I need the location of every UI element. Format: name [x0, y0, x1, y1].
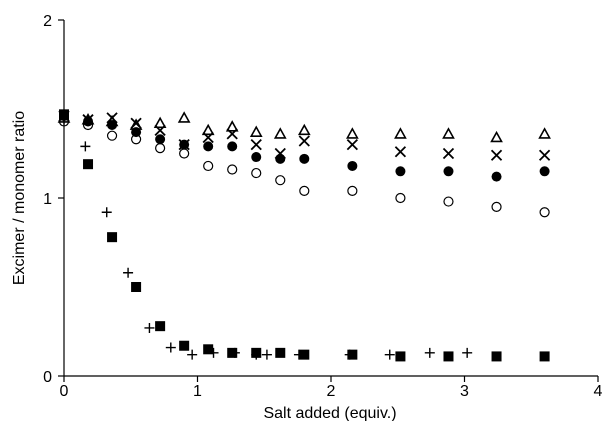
data-point [101, 207, 112, 218]
x-tick-label: 1 [193, 383, 202, 400]
data-point [346, 127, 359, 139]
data-point [275, 347, 286, 358]
data-point [201, 123, 215, 136]
plot-area [63, 20, 598, 377]
data-point [155, 321, 166, 332]
series-circle-filled [59, 111, 550, 182]
data-point [298, 135, 310, 147]
data-point [442, 127, 455, 139]
axis-ticks: 0 1 2 3 4 0 1 2 [43, 13, 602, 400]
data-point [275, 153, 286, 164]
data-point [347, 160, 358, 171]
data-point [203, 344, 214, 355]
data-point [297, 123, 311, 136]
data-point [131, 127, 142, 138]
series-square-filled [59, 109, 550, 362]
data-point [443, 196, 454, 207]
data-point [347, 349, 358, 360]
series-circle-open [58, 116, 550, 218]
data-point [187, 349, 198, 360]
data-point [275, 175, 286, 186]
data-point [346, 138, 358, 151]
data-point [442, 147, 455, 160]
data-point [261, 349, 272, 360]
data-point [131, 282, 142, 292]
data-point [251, 152, 262, 163]
data-point [384, 349, 395, 360]
data-point [202, 131, 214, 144]
data-point [179, 148, 190, 159]
y-tick-label: 0 [43, 369, 52, 386]
data-point [155, 134, 166, 145]
data-point [153, 116, 167, 129]
data-point [538, 127, 551, 139]
data-point [394, 146, 407, 158]
data-point [227, 347, 238, 358]
data-point [130, 134, 142, 145]
data-point [179, 340, 190, 351]
data-point [491, 171, 502, 182]
data-point [179, 139, 190, 150]
data-point [107, 232, 118, 243]
data-point [226, 128, 238, 140]
data-point [395, 351, 406, 362]
x-axis-label: Salt added (equiv.) [263, 405, 396, 421]
y-tick-label: 2 [43, 13, 52, 30]
data-point [227, 141, 238, 152]
data-point [394, 127, 407, 139]
data-point [299, 349, 310, 360]
data-point [250, 138, 262, 151]
data-point [273, 127, 287, 139]
data-point [107, 120, 118, 131]
data-point [80, 141, 91, 152]
x-tick-label: 4 [594, 383, 603, 400]
data-point [347, 185, 358, 196]
data-point [130, 117, 142, 129]
data-point [539, 207, 550, 218]
data-point [144, 322, 155, 333]
data-point [82, 119, 94, 131]
y-axis-label: Excimer / monomer ratio [11, 111, 28, 285]
data-marks [57, 109, 551, 362]
data-point [424, 347, 435, 358]
data-point [462, 347, 473, 358]
data-point [395, 192, 406, 204]
data-point [83, 116, 94, 127]
data-point [299, 153, 310, 164]
data-point [123, 267, 134, 278]
data-point [155, 143, 166, 154]
data-point [539, 351, 550, 362]
data-point [251, 167, 262, 179]
data-point [491, 201, 502, 212]
data-point [225, 120, 239, 132]
data-point [249, 125, 263, 137]
data-point [299, 185, 310, 196]
data-point [251, 347, 262, 358]
data-point [443, 351, 454, 362]
data-point [83, 159, 94, 170]
data-point [395, 166, 406, 177]
data-point [490, 130, 503, 143]
data-point [443, 166, 454, 177]
data-point [539, 166, 550, 177]
data-point [227, 164, 238, 175]
y-tick-label: 1 [43, 191, 52, 208]
x-tick-label: 2 [327, 383, 336, 400]
data-point [165, 342, 176, 353]
data-point [106, 130, 118, 141]
data-point [490, 149, 503, 161]
data-point [106, 112, 118, 124]
x-tick-label: 0 [60, 383, 69, 400]
data-point [59, 109, 69, 120]
x-tick-label: 3 [460, 383, 469, 400]
data-point [203, 160, 214, 172]
data-point [491, 351, 502, 362]
series-plus [59, 114, 473, 360]
data-point [177, 111, 191, 123]
data-point [154, 124, 166, 136]
data-point [203, 141, 214, 152]
data-point [538, 149, 551, 161]
